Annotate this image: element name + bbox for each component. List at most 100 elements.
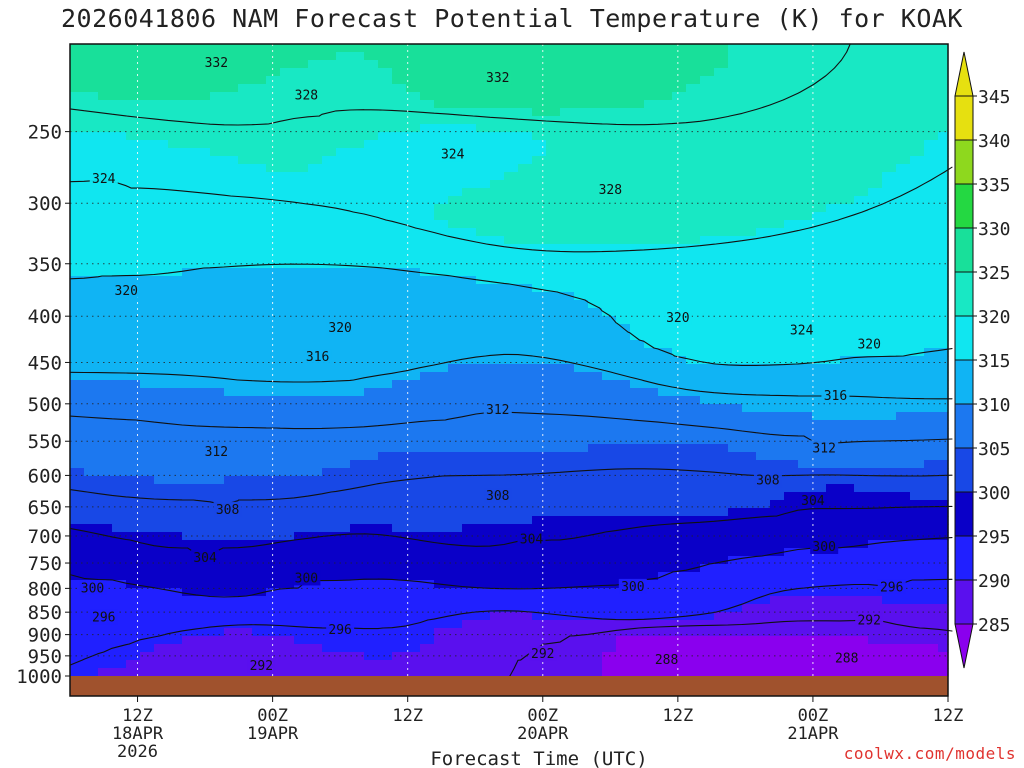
field-cell — [98, 444, 113, 453]
field-cell — [784, 212, 799, 221]
field-cell — [168, 220, 183, 229]
field-cell — [70, 44, 85, 53]
field-cell — [798, 140, 813, 149]
field-cell — [252, 644, 267, 653]
field-cell — [350, 500, 365, 509]
field-cell — [546, 636, 561, 645]
field-cell — [504, 452, 519, 461]
field-cell — [770, 172, 785, 181]
field-cell — [896, 116, 911, 125]
field-cell — [770, 204, 785, 213]
field-cell — [630, 332, 645, 341]
field-cell — [70, 196, 85, 205]
field-cell — [406, 44, 421, 53]
field-cell — [224, 668, 239, 677]
field-cell — [840, 644, 855, 653]
field-cell — [378, 92, 393, 101]
field-cell — [700, 180, 715, 189]
field-cell — [294, 340, 309, 349]
field-cell — [336, 668, 351, 677]
field-cell — [434, 348, 449, 357]
field-cell — [770, 108, 785, 117]
field-cell — [756, 636, 771, 645]
field-cell — [350, 52, 365, 61]
field-cell — [196, 500, 211, 509]
field-cell — [546, 524, 561, 533]
field-cell — [770, 68, 785, 77]
field-cell — [126, 172, 141, 181]
field-cell — [714, 660, 729, 669]
field-cell — [154, 652, 169, 661]
field-cell — [280, 548, 295, 557]
field-cell — [826, 212, 841, 221]
field-cell — [308, 564, 323, 573]
field-cell — [280, 60, 295, 69]
field-cell — [462, 116, 477, 125]
field-cell — [490, 468, 505, 477]
field-cell — [854, 60, 869, 69]
field-cell — [504, 436, 519, 445]
field-cell — [462, 204, 477, 213]
field-cell — [616, 60, 631, 69]
field-cell — [378, 580, 393, 589]
field-cell — [938, 324, 949, 333]
field-cell — [840, 244, 855, 253]
field-cell — [350, 284, 365, 293]
field-cell — [658, 468, 673, 477]
field-cell — [238, 628, 253, 637]
field-cell — [840, 164, 855, 173]
field-cell — [336, 340, 351, 349]
field-cell — [154, 364, 169, 373]
field-cell — [658, 124, 673, 133]
field-cell — [924, 500, 939, 509]
field-cell — [588, 548, 603, 557]
field-cell — [350, 564, 365, 573]
field-cell — [378, 244, 393, 253]
field-cell — [532, 380, 547, 389]
field-cell — [588, 332, 603, 341]
field-cell — [658, 116, 673, 125]
field-cell — [238, 492, 253, 501]
field-cell — [826, 92, 841, 101]
field-cell — [112, 68, 127, 77]
field-cell — [168, 668, 183, 677]
field-cell — [420, 284, 435, 293]
field-cell — [812, 340, 827, 349]
field-cell — [238, 604, 253, 613]
field-cell — [308, 404, 323, 413]
field-cell — [616, 204, 631, 213]
field-cell — [924, 132, 939, 141]
field-cell — [518, 580, 533, 589]
field-cell — [280, 276, 295, 285]
field-cell — [308, 668, 323, 677]
field-cell — [406, 108, 421, 117]
field-cell — [112, 52, 127, 61]
field-cell — [546, 228, 561, 237]
field-cell — [602, 396, 617, 405]
field-cell — [252, 212, 267, 221]
field-cell — [658, 572, 673, 581]
field-cell — [266, 572, 281, 581]
field-cell — [420, 380, 435, 389]
field-cell — [322, 100, 337, 109]
field-cell — [924, 356, 939, 365]
field-cell — [686, 44, 701, 53]
field-cell — [714, 428, 729, 437]
field-cell — [714, 156, 729, 165]
field-cell — [770, 308, 785, 317]
field-cell — [756, 212, 771, 221]
field-cell — [252, 204, 267, 213]
field-cell — [616, 444, 631, 453]
field-cell — [784, 628, 799, 637]
field-cell — [434, 108, 449, 117]
field-cell — [896, 516, 911, 525]
field-cell — [266, 172, 281, 181]
field-cell — [182, 140, 197, 149]
field-cell — [924, 308, 939, 317]
field-cell — [588, 44, 603, 53]
field-cell — [882, 476, 897, 485]
field-cell — [504, 236, 519, 245]
field-cell — [714, 316, 729, 325]
field-cell — [252, 484, 267, 493]
field-cell — [840, 548, 855, 557]
